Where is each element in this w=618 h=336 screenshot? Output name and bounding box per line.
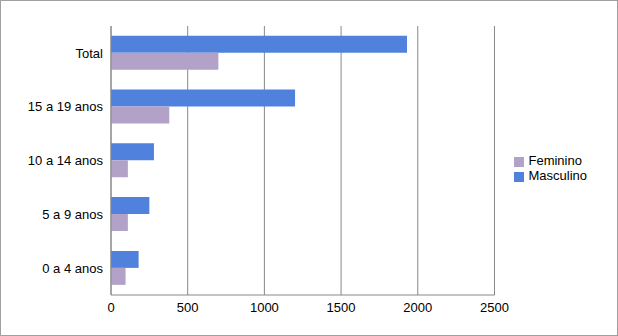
svg-text:2500: 2500 bbox=[480, 300, 509, 315]
html-text:Masculino: Masculino bbox=[528, 168, 587, 183]
svg-text:500: 500 bbox=[177, 300, 199, 315]
svg-text:0 a 4 anos: 0 a 4 anos bbox=[42, 261, 103, 276]
svg-text:2000: 2000 bbox=[403, 300, 432, 315]
svg-text:Total: Total bbox=[76, 46, 104, 61]
svg-text:15 a 19 anos: 15 a 19 anos bbox=[28, 99, 104, 114]
svg-text:0: 0 bbox=[107, 300, 114, 315]
html-text:Feminino: Feminino bbox=[528, 153, 582, 168]
svg-text:5 a 9 anos: 5 a 9 anos bbox=[42, 207, 103, 222]
svg-text:1000: 1000 bbox=[250, 300, 279, 315]
svg-text:10 a 14 anos: 10 a 14 anos bbox=[28, 153, 104, 168]
svg-text:1500: 1500 bbox=[327, 300, 356, 315]
